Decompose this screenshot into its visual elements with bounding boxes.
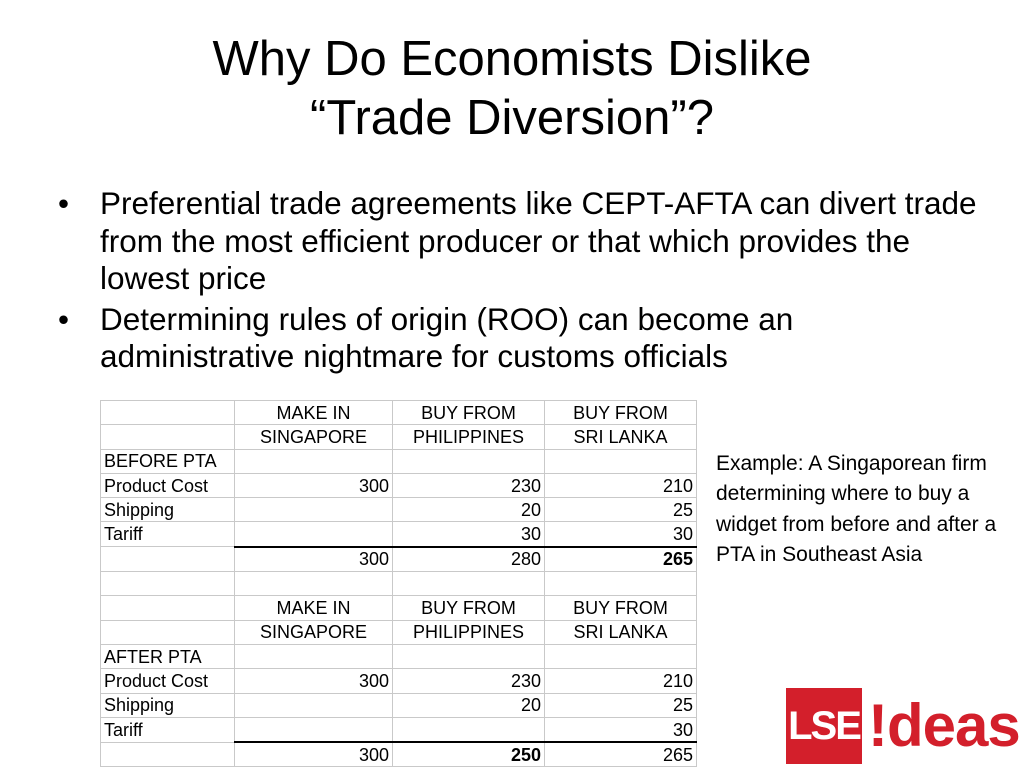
table-cell [100,619,235,645]
table-cell [100,595,235,621]
column-header: SRI LANKA [544,424,697,450]
lse-logo-box: LSE [786,688,862,764]
row-label: Product Cost [100,472,235,499]
table-row: Shipping 20 25 [100,692,697,718]
table-row: SINGAPORE PHILIPPINES SRI LANKA [100,619,697,645]
table-cell: 300 [234,668,393,694]
row-label: Product Cost [100,668,235,694]
table-cell [234,521,393,548]
table-row: Product Cost 300 230 210 [100,472,697,499]
table-cell [234,497,393,523]
table-cell: 300 [234,472,393,499]
section-label: BEFORE PTA [100,448,235,474]
table-row: MAKE IN BUY FROM BUY FROM [100,595,697,621]
table-cell [100,424,235,450]
total-cell: 250 [392,741,545,768]
table-cell: 210 [544,472,697,499]
column-header: BUY FROM [392,399,545,426]
row-label: Tariff [100,521,235,548]
total-cell: 280 [392,545,545,573]
table-cell: 20 [392,497,545,523]
table-row: Product Cost 300 230 210 [100,668,697,694]
table-cell [392,716,545,743]
column-header: PHILIPPINES [392,424,545,450]
bullet-list: • Preferential trade agreements like CEP… [56,185,986,379]
row-label: Shipping [100,497,235,523]
table-cell [392,448,545,474]
table-cell [544,643,697,670]
ideas-logo-text: !deas [868,692,1021,759]
column-header: SINGAPORE [234,424,393,450]
column-header: MAKE IN [234,595,393,621]
total-cell: 265 [544,741,697,768]
table-row: Tariff 30 30 [100,521,697,548]
table-row: BEFORE PTA [100,448,697,474]
table-row: AFTER PTA [100,643,697,670]
bullet-text: Determining rules of origin (ROO) can be… [100,300,794,375]
lse-ideas-logo: LSE !deas [786,688,1021,764]
table-cell [100,571,235,597]
table-cell: 210 [544,668,697,694]
table-cell [234,716,393,743]
table-cell: 230 [392,668,545,694]
example-note: Example: A Singaporean firm determining … [716,452,997,566]
table-row: SINGAPORE PHILIPPINES SRI LANKA [100,424,697,450]
title-line-2: “Trade Diversion”? [310,91,714,145]
total-cell: 300 [234,545,393,573]
table-cell [544,571,697,597]
row-label: Shipping [100,692,235,718]
table-cell: 30 [392,521,545,548]
table-row: 300 250 265 [100,741,697,768]
table-cell [234,448,393,474]
table-cell [100,546,235,573]
column-header: BUY FROM [544,399,697,426]
row-label: Tariff [100,716,235,743]
title-line-1: Why Do Economists Dislike [212,32,812,86]
column-header: PHILIPPINES [392,619,545,645]
cost-comparison-table: MAKE IN BUY FROM BUY FROM SINGAPORE PHIL… [100,399,697,768]
section-label: AFTER PTA [100,643,235,670]
bullet-text: Preferential trade agreements like CEPT-… [100,185,977,296]
table-cell [392,571,545,597]
table-cell: 230 [392,472,545,499]
column-header: MAKE IN [234,399,393,426]
table-cell [100,399,235,426]
table-cell: 25 [544,692,697,718]
table-row: Shipping 20 25 [100,497,697,523]
table-cell [234,643,393,670]
bullet-marker: • [58,185,70,221]
total-cell: 300 [234,741,393,768]
bullet-marker: • [58,300,70,337]
table-row: Tariff 30 [100,716,697,743]
table-cell [100,741,235,768]
table-cell [544,448,697,474]
table-cell [234,692,393,718]
table-cell [392,643,545,670]
bullet-item: • Determining rules of origin (ROO) can … [56,301,986,376]
table-cell [234,571,393,597]
slide-title: Why Do Economists Dislike “Trade Diversi… [0,30,1024,148]
table-row [100,571,697,597]
column-header: SINGAPORE [234,619,393,645]
bullet-item: • Preferential trade agreements like CEP… [56,185,986,298]
column-header: BUY FROM [544,595,697,621]
table-cell: 30 [544,521,697,548]
table-cell: 25 [544,497,697,523]
column-header: BUY FROM [392,595,545,621]
table-row: MAKE IN BUY FROM BUY FROM [100,399,697,426]
table-row: 300 280 265 [100,545,697,573]
table-cell: 20 [392,692,545,718]
total-cell: 265 [544,545,697,573]
table-cell: 30 [544,716,697,743]
column-header: SRI LANKA [544,619,697,645]
